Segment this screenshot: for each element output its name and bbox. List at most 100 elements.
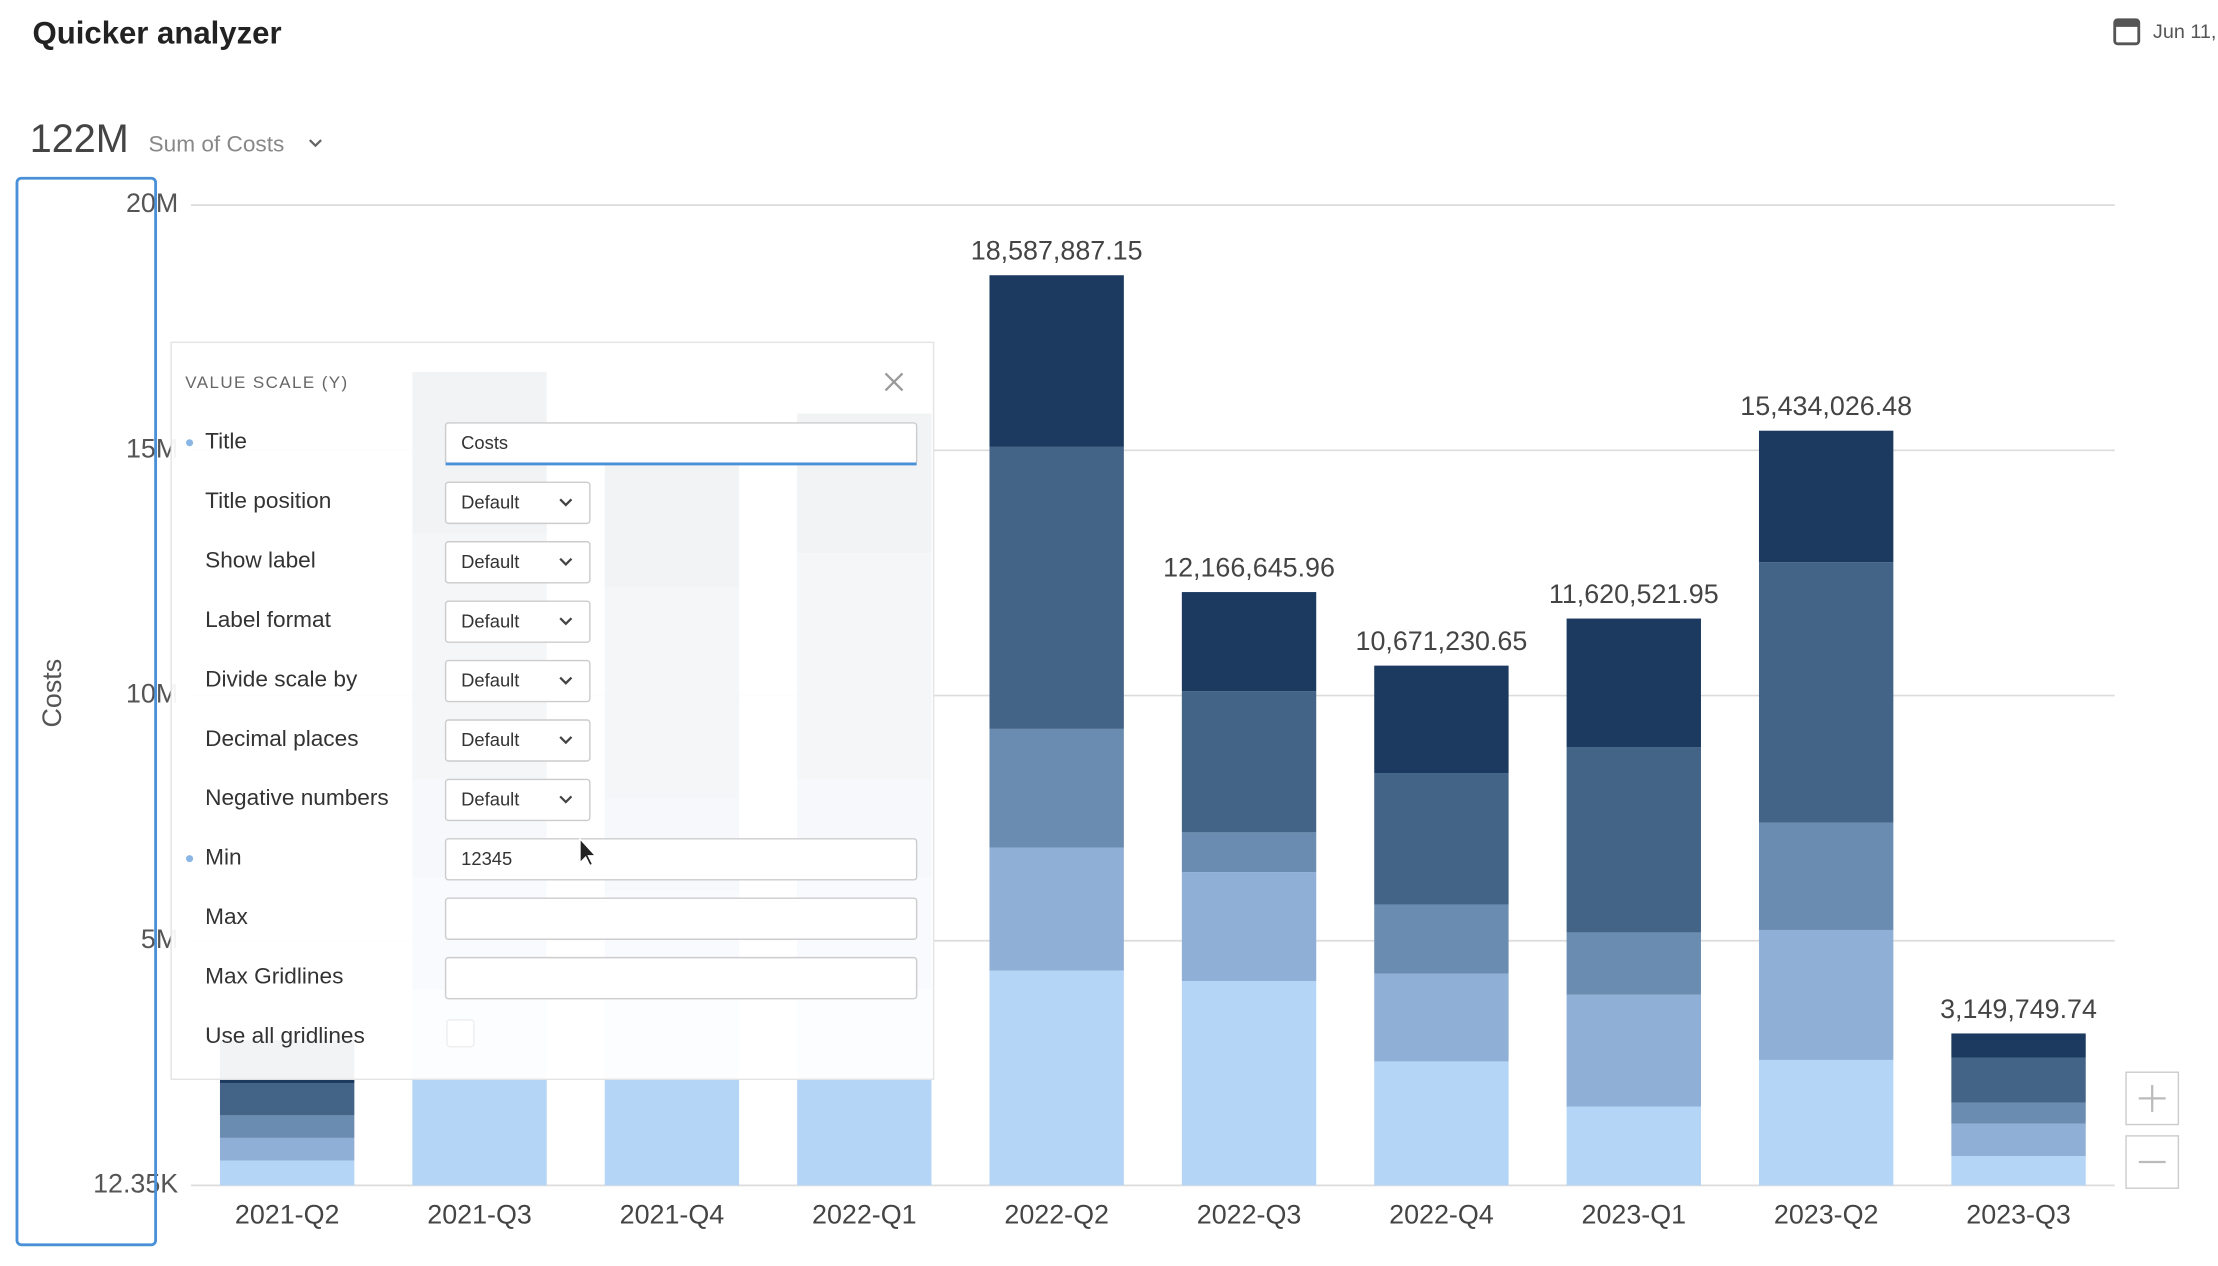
field-label: Divide scale by (205, 666, 358, 691)
bar-segment (989, 446, 1124, 729)
dropdown-chevron (559, 736, 573, 745)
dropdown-value: Default (461, 551, 519, 572)
text-input[interactable] (444, 956, 918, 1000)
x-tick-label: 2022-Q2 (1004, 1200, 1109, 1230)
y-axis-title: Costs (37, 659, 67, 728)
field-label: Min (205, 845, 241, 870)
x-tick-label: 2021-Q4 (620, 1200, 725, 1230)
bar-segment (1758, 430, 1894, 563)
bar-segment (1566, 994, 1701, 1107)
x-tick-label: 2022-Q1 (812, 1200, 917, 1230)
bar-segment (989, 847, 1124, 971)
date-picker[interactable]: Jun 11, (2113, 18, 2217, 46)
value-scale-panel: VALUE SCALE (Y) Title Costs Title position… (170, 341, 935, 1080)
dropdown[interactable] (444, 659, 591, 703)
field-label: Max (205, 904, 248, 929)
field-label: Use all gridlines (205, 1023, 365, 1048)
bar-segment (989, 728, 1124, 848)
dropdown-chevron (559, 617, 573, 626)
y-tick-label: 15M (126, 433, 178, 463)
bar-segment (1951, 1057, 2086, 1103)
mouse-cursor (579, 836, 598, 867)
dropdown-chevron (559, 676, 573, 685)
y-axis-selection[interactable] (15, 176, 158, 1247)
text-input[interactable] (444, 422, 918, 465)
chevron (308, 139, 322, 148)
field-label: Max Gridlines (205, 963, 343, 988)
bar-segment (1951, 1123, 2086, 1157)
x-tick-label: 2022-Q4 (1389, 1200, 1494, 1230)
x-tick-label: 2022-Q3 (1197, 1200, 1302, 1230)
dropdown-value: Default (461, 610, 519, 631)
x-tick-label: 2023-Q1 (1582, 1200, 1687, 1230)
bar-segment (219, 1137, 355, 1161)
date-text: Jun 11, (2153, 21, 2216, 43)
total-label: 11,620,521.95 (1549, 579, 1719, 609)
dropdown-value: Default (461, 670, 519, 691)
bar-segment (1374, 1061, 1509, 1186)
total-label: 12,166,645.96 (1163, 553, 1335, 583)
bar-segment (1374, 904, 1509, 974)
field-label: Title (205, 429, 247, 454)
dropdown[interactable] (444, 778, 591, 822)
checkbox (446, 1019, 475, 1048)
bar-segment (1181, 592, 1317, 692)
dropdown-chevron (559, 795, 573, 804)
input-value: 12345 (461, 848, 512, 869)
input-value: Costs (461, 432, 508, 453)
field-label: Title position (205, 488, 331, 513)
bar-segment (1374, 665, 1509, 774)
dropdown[interactable] (444, 719, 591, 762)
text-input[interactable] (444, 897, 918, 940)
close-button[interactable] (884, 372, 904, 392)
bar-segment (1758, 562, 1894, 823)
bar-segment (1181, 872, 1317, 981)
panel-title: VALUE SCALE (Y) (185, 373, 348, 392)
plus-icon (2138, 1084, 2166, 1112)
bar-segment (219, 1160, 355, 1186)
bar-segment (1566, 747, 1701, 933)
bar-segment (1758, 822, 1894, 930)
dropdown[interactable] (444, 541, 591, 584)
app-title: Quicker analyzer (33, 16, 282, 51)
total-label: 10,671,230.65 (1356, 626, 1528, 656)
bar-segment (1374, 773, 1509, 905)
x-tick-label: 2023-Q3 (1966, 1200, 2071, 1230)
dropdown-value: Default (461, 729, 519, 750)
field-label: Label format (205, 607, 331, 632)
dropdown[interactable] (444, 481, 591, 525)
metric-selector[interactable]: Sum of Costs (149, 132, 322, 157)
bar-segment (1181, 832, 1317, 873)
metric-value: 122M (30, 117, 129, 161)
bar-segment (1566, 618, 1701, 748)
y-tick-label: 12.35K (93, 1168, 178, 1198)
y-tick-label: 10M (126, 679, 178, 709)
bar-segment (1951, 1033, 2086, 1058)
y-tick-label: 20M (126, 188, 178, 218)
bar-segment (1566, 932, 1701, 995)
dropdown[interactable] (444, 600, 591, 643)
bar-segment (1951, 1156, 2086, 1186)
text-input[interactable] (444, 838, 918, 881)
bar-segment (1951, 1102, 2086, 1124)
bar-segment (989, 970, 1124, 1186)
total-label: 18,587,887.15 (971, 236, 1143, 266)
x-tick-label: 2021-Q2 (235, 1200, 340, 1230)
dropdown-value: Default (461, 491, 519, 512)
dropdown-chevron (559, 557, 573, 566)
x-tick-label: 2021-Q3 (427, 1200, 532, 1230)
bar-segment (219, 1115, 355, 1138)
set-indicator (186, 439, 194, 447)
bar-segment (1758, 1059, 1894, 1186)
field-label: Show label (205, 548, 316, 573)
set-indicator (186, 855, 194, 863)
dropdown-chevron (559, 498, 573, 507)
field-label: Negative numbers (205, 785, 389, 810)
total-label: 15,434,026.48 (1740, 391, 1912, 421)
calendar-icon-bar (2114, 19, 2139, 27)
bar-segment (219, 1082, 355, 1116)
bar-segment (989, 275, 1124, 447)
bar-segment (1181, 980, 1317, 1186)
